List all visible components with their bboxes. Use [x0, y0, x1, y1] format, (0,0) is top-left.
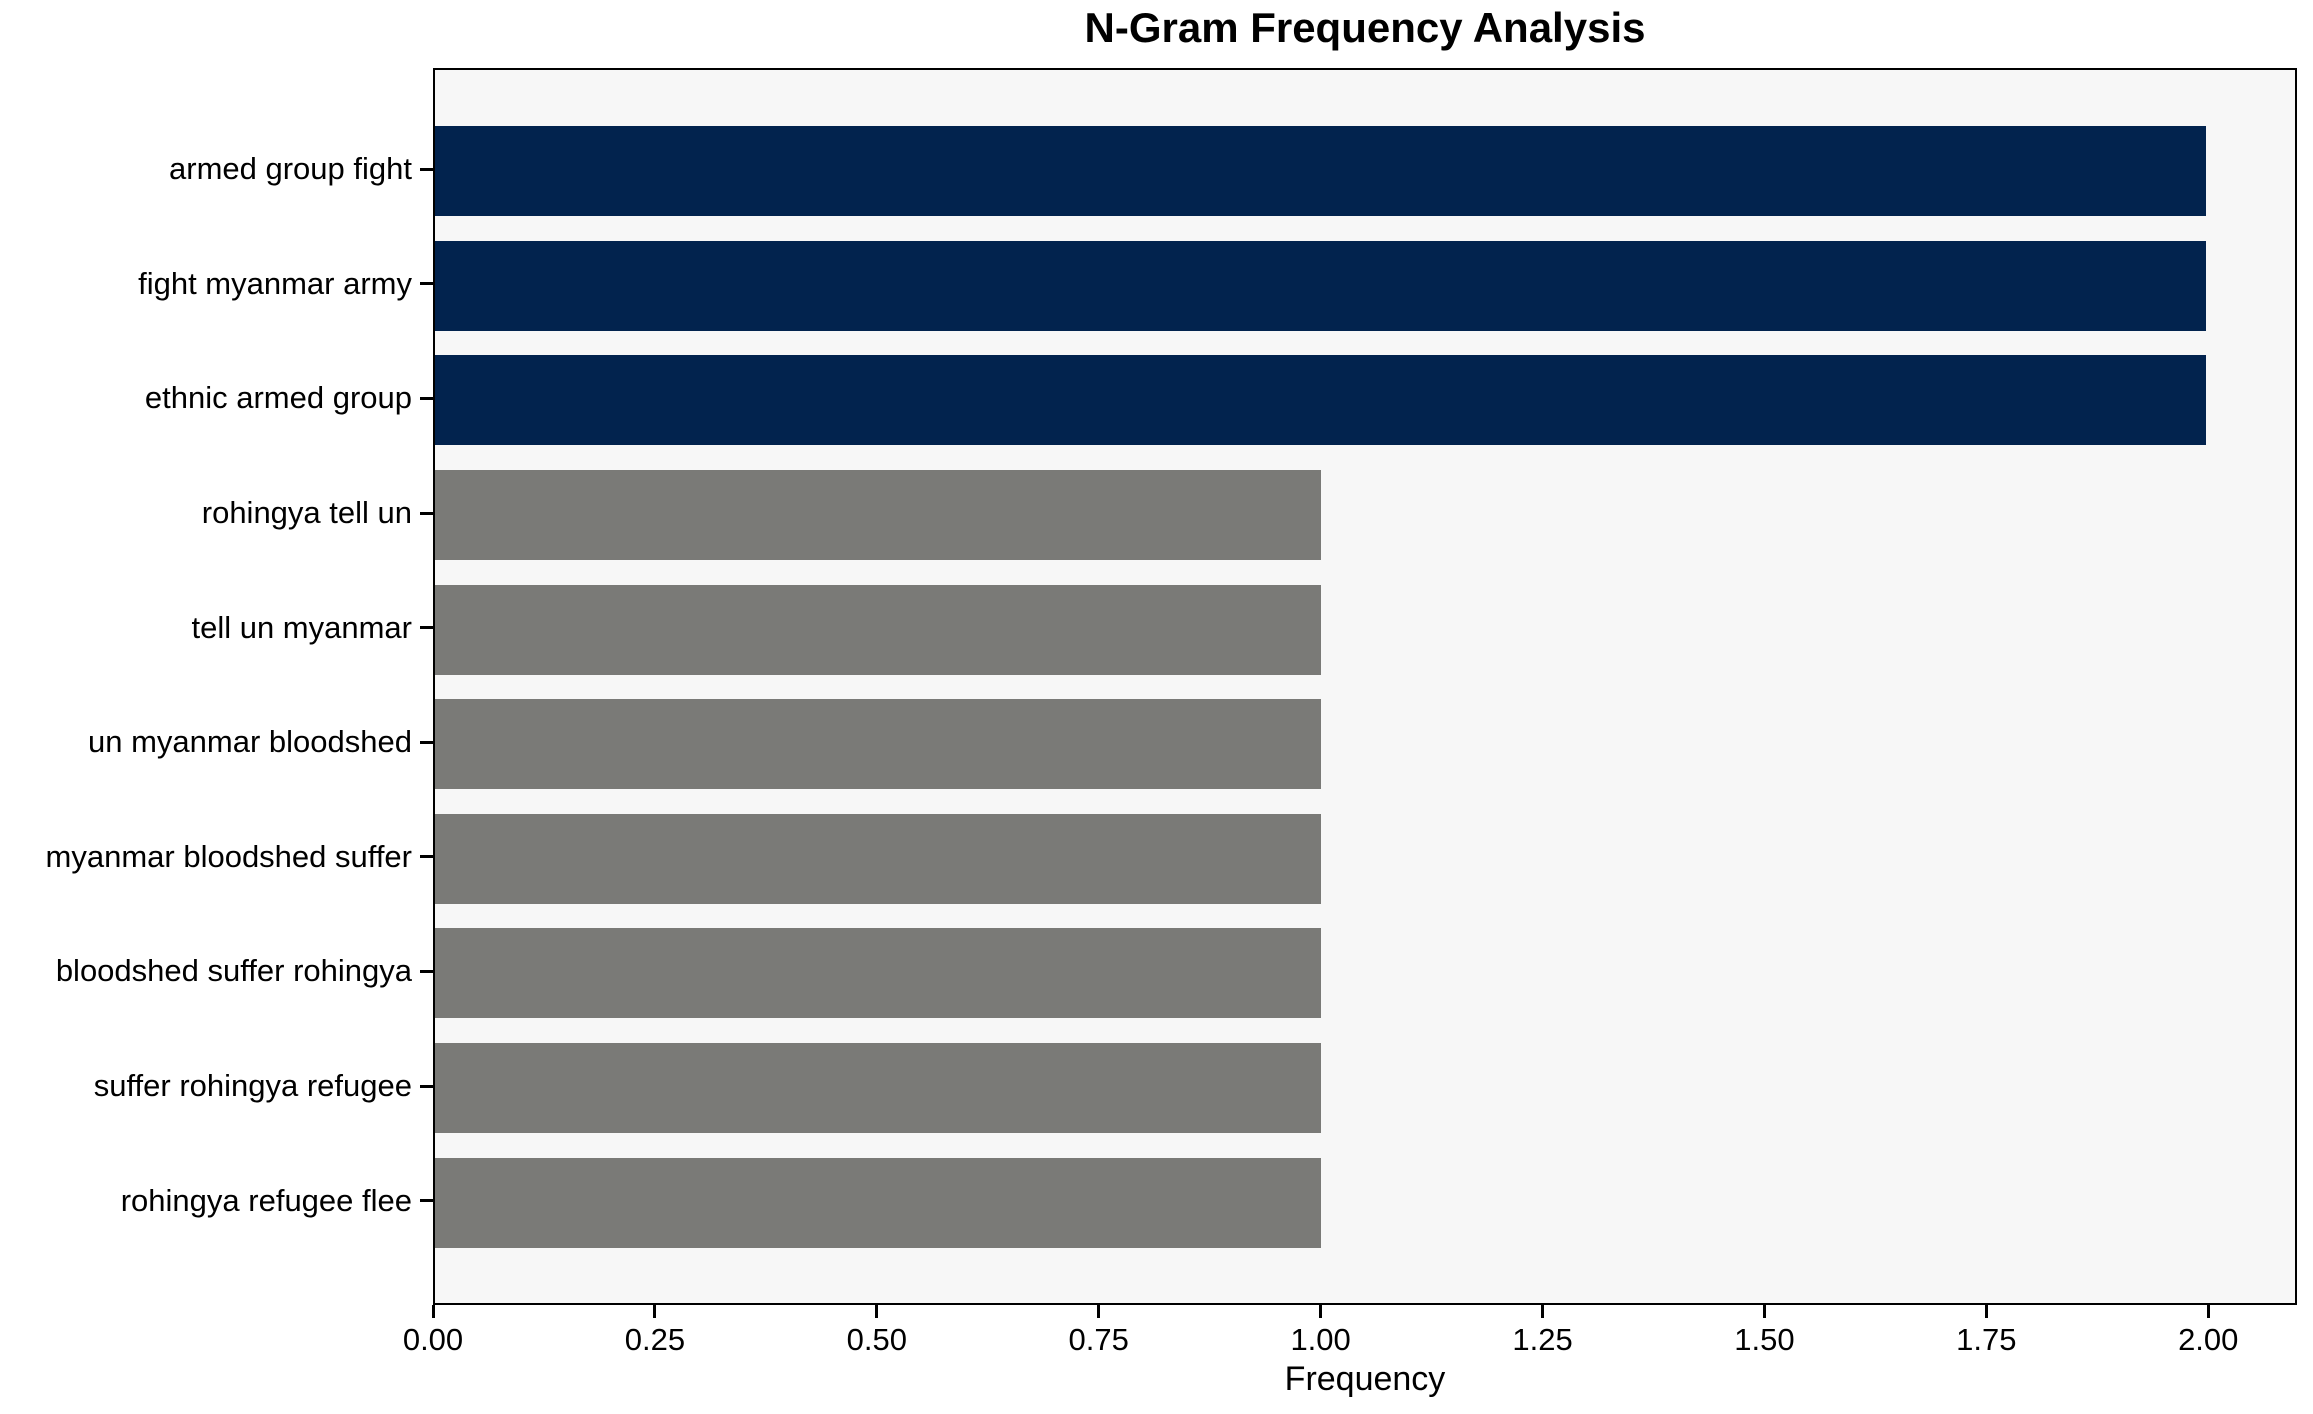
y-tick-mark	[420, 282, 433, 286]
y-tick-mark	[420, 970, 433, 973]
y-tick-mark	[420, 167, 433, 171]
x-tick-label: 0.50	[846, 1322, 907, 1357]
bar-row	[435, 114, 2295, 229]
bar-rohingya-tell-un	[435, 470, 1321, 561]
x-tick-mark	[1319, 1305, 1323, 1318]
y-tick-label: suffer rohingya refugee	[93, 1068, 412, 1104]
x-tick-label: 0.25	[624, 1322, 686, 1357]
x-tick-mark	[1541, 1305, 1545, 1318]
x-tick-mark	[2206, 1305, 2210, 1318]
bar-row	[435, 458, 2295, 573]
x-tick-mark	[1097, 1305, 1101, 1318]
bar-armed-group-fight	[435, 126, 2207, 217]
x-tick-mark	[875, 1305, 879, 1318]
x-tick-label: 1.75	[1956, 1322, 2017, 1357]
y-tick-label: armed group fight	[169, 151, 412, 187]
bar-bloodshed-suffer-rohingya	[435, 928, 1321, 1019]
y-tick-mark	[420, 511, 433, 515]
x-tick-mark	[653, 1305, 657, 1318]
bar-fight-myanmar-army	[435, 240, 2207, 331]
x-tick-label: 0.75	[1068, 1322, 1129, 1357]
bar-rohingya-refugee-flee	[435, 1157, 1321, 1248]
bars-container	[435, 70, 2295, 1303]
bar-row	[435, 687, 2295, 802]
y-tick-mark	[420, 626, 433, 630]
bar-myanmar-bloodshed-suffer	[435, 813, 1321, 904]
bar-row	[435, 229, 2295, 344]
x-tick-mark	[1984, 1305, 1988, 1318]
y-tick-label: tell un myanmar	[191, 609, 412, 645]
y-tick-label: un myanmar bloodshed	[88, 724, 412, 760]
y-tick-mark	[420, 855, 433, 859]
bar-row	[435, 572, 2295, 687]
y-tick-mark	[420, 1084, 433, 1088]
bar-row	[435, 1145, 2295, 1260]
y-tick-mark	[420, 1199, 433, 1203]
bar-suffer-rohingya-refugee	[435, 1043, 1321, 1134]
x-tick-mark	[431, 1305, 435, 1318]
chart-title: N-Gram Frequency Analysis	[1084, 4, 1646, 51]
bar-row	[435, 916, 2295, 1031]
bar-tell-un-myanmar	[435, 584, 1321, 675]
bar-row	[435, 343, 2295, 458]
x-tick-label: 1.00	[1290, 1322, 1351, 1357]
y-tick-mark	[420, 740, 433, 744]
y-tick-label: rohingya tell un	[201, 495, 412, 531]
y-tick-label: fight myanmar army	[138, 265, 412, 301]
x-tick-mark	[1762, 1305, 1766, 1318]
x-tick-label: 2.00	[2178, 1322, 2239, 1357]
x-tick-label: 1.25	[1512, 1322, 1573, 1357]
plot-area	[433, 68, 2297, 1305]
bar-row	[435, 1031, 2295, 1146]
bar-un-myanmar-bloodshed	[435, 699, 1321, 790]
y-tick-label: bloodshed suffer rohingya	[55, 953, 412, 989]
x-tick-label: 0.00	[402, 1322, 464, 1357]
bar-ethnic-armed-group	[435, 355, 2207, 446]
y-tick-label: rohingya refugee flee	[120, 1182, 412, 1218]
y-tick-label: myanmar bloodshed suffer	[45, 838, 412, 874]
x-axis-label: Frequency	[1284, 1360, 1446, 1398]
x-tick-label: 1.50	[1734, 1322, 1795, 1357]
y-tick-label: ethnic armed group	[144, 380, 412, 416]
bar-row	[435, 802, 2295, 917]
y-tick-mark	[420, 397, 433, 400]
